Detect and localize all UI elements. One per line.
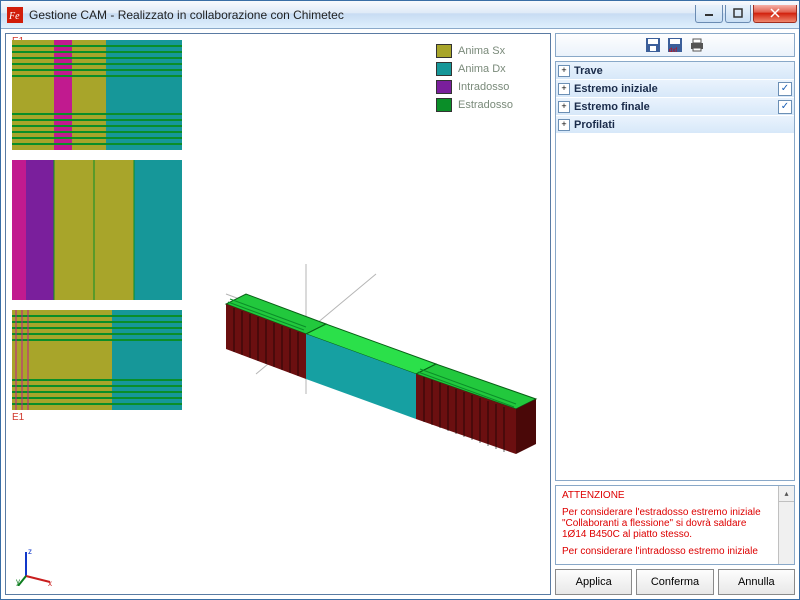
- svg-text:y: y: [16, 577, 20, 586]
- titlebar: Fe Gestione CAM - Realizzato in collabor…: [1, 1, 799, 29]
- svg-text:dxf: dxf: [669, 48, 677, 53]
- tree-row-estremo-finale[interactable]: + Estremo finale ✓: [556, 98, 794, 116]
- close-button[interactable]: [753, 5, 797, 23]
- button-row: Applica Conferma Annulla: [555, 569, 795, 595]
- tree-row-profilati[interactable]: + Profilati: [556, 116, 794, 134]
- expander-icon[interactable]: +: [558, 65, 570, 77]
- legend: Anima Sx Anima Dx Intradosso Estradosso: [436, 42, 513, 114]
- tree-row-trave[interactable]: + Trave: [556, 62, 794, 80]
- maximize-button[interactable]: [725, 5, 751, 23]
- warning-line: "Collaboranti a flessione" si dovrà sald…: [562, 518, 772, 529]
- expander-icon[interactable]: +: [558, 83, 570, 95]
- side-panel: dxf + Trave + Estremo iniziale ✓ +: [555, 33, 795, 595]
- content-area: E1: [1, 29, 799, 599]
- warning-scrollbar[interactable]: ▴: [778, 486, 794, 564]
- legend-swatch: [436, 80, 452, 94]
- save-dxf-icon[interactable]: dxf: [667, 37, 683, 53]
- tree-row-estremo-iniziale[interactable]: + Estremo iniziale ✓: [556, 80, 794, 98]
- tree-label: Trave: [574, 65, 792, 77]
- apply-button[interactable]: Applica: [555, 569, 632, 595]
- cancel-button[interactable]: Annulla: [718, 569, 795, 595]
- beam-3d: [206, 264, 546, 464]
- app-icon: Fe: [7, 7, 23, 23]
- legend-label: Intradosso: [458, 81, 509, 93]
- legend-swatch: [436, 44, 452, 58]
- warning-panel: ATTENZIONE Per considerare l'estradosso …: [555, 485, 795, 565]
- window-controls: [693, 5, 797, 25]
- legend-swatch: [436, 62, 452, 76]
- tree-label: Estremo iniziale: [574, 83, 772, 95]
- property-tree[interactable]: + Trave + Estremo iniziale ✓ + Estremo f…: [555, 61, 795, 481]
- legend-label: Anima Sx: [458, 45, 505, 57]
- viewport-label-bottom: E1: [12, 412, 24, 423]
- expander-icon[interactable]: +: [558, 101, 570, 113]
- tree-label: Estremo finale: [574, 101, 772, 113]
- scroll-up-icon[interactable]: ▴: [779, 486, 794, 502]
- svg-text:Fe: Fe: [8, 11, 20, 22]
- svg-text:x: x: [48, 579, 52, 586]
- legend-label: Anima Dx: [458, 63, 506, 75]
- window-title: Gestione CAM - Realizzato in collaborazi…: [29, 8, 693, 22]
- confirm-button[interactable]: Conferma: [636, 569, 713, 595]
- warning-title: ATTENZIONE: [562, 490, 772, 501]
- warning-line: Per considerare l'intradosso estremo ini…: [562, 546, 772, 557]
- tree-checkbox[interactable]: ✓: [778, 100, 792, 114]
- section-views: [12, 40, 182, 410]
- save-icon[interactable]: [645, 37, 661, 53]
- tree-checkbox[interactable]: ✓: [778, 82, 792, 96]
- legend-item: Anima Dx: [436, 60, 513, 78]
- legend-item: Anima Sx: [436, 42, 513, 60]
- warning-line: Per considerare l'estradosso estremo ini…: [562, 507, 772, 518]
- app-window: Fe Gestione CAM - Realizzato in collabor…: [0, 0, 800, 600]
- warning-line: 1Ø14 B450C al piatto stesso.: [562, 529, 772, 540]
- print-icon[interactable]: [689, 37, 705, 53]
- expander-icon[interactable]: +: [558, 119, 570, 131]
- legend-label: Estradosso: [458, 99, 513, 111]
- axis-gizmo: z x y: [16, 546, 56, 586]
- legend-swatch: [436, 98, 452, 112]
- minimize-button[interactable]: [695, 5, 723, 23]
- legend-item: Estradosso: [436, 96, 513, 114]
- toolbar: dxf: [555, 33, 795, 57]
- svg-text:z: z: [28, 547, 32, 556]
- legend-item: Intradosso: [436, 78, 513, 96]
- viewport-3d[interactable]: E1: [5, 33, 551, 595]
- tree-label: Profilati: [574, 119, 792, 131]
